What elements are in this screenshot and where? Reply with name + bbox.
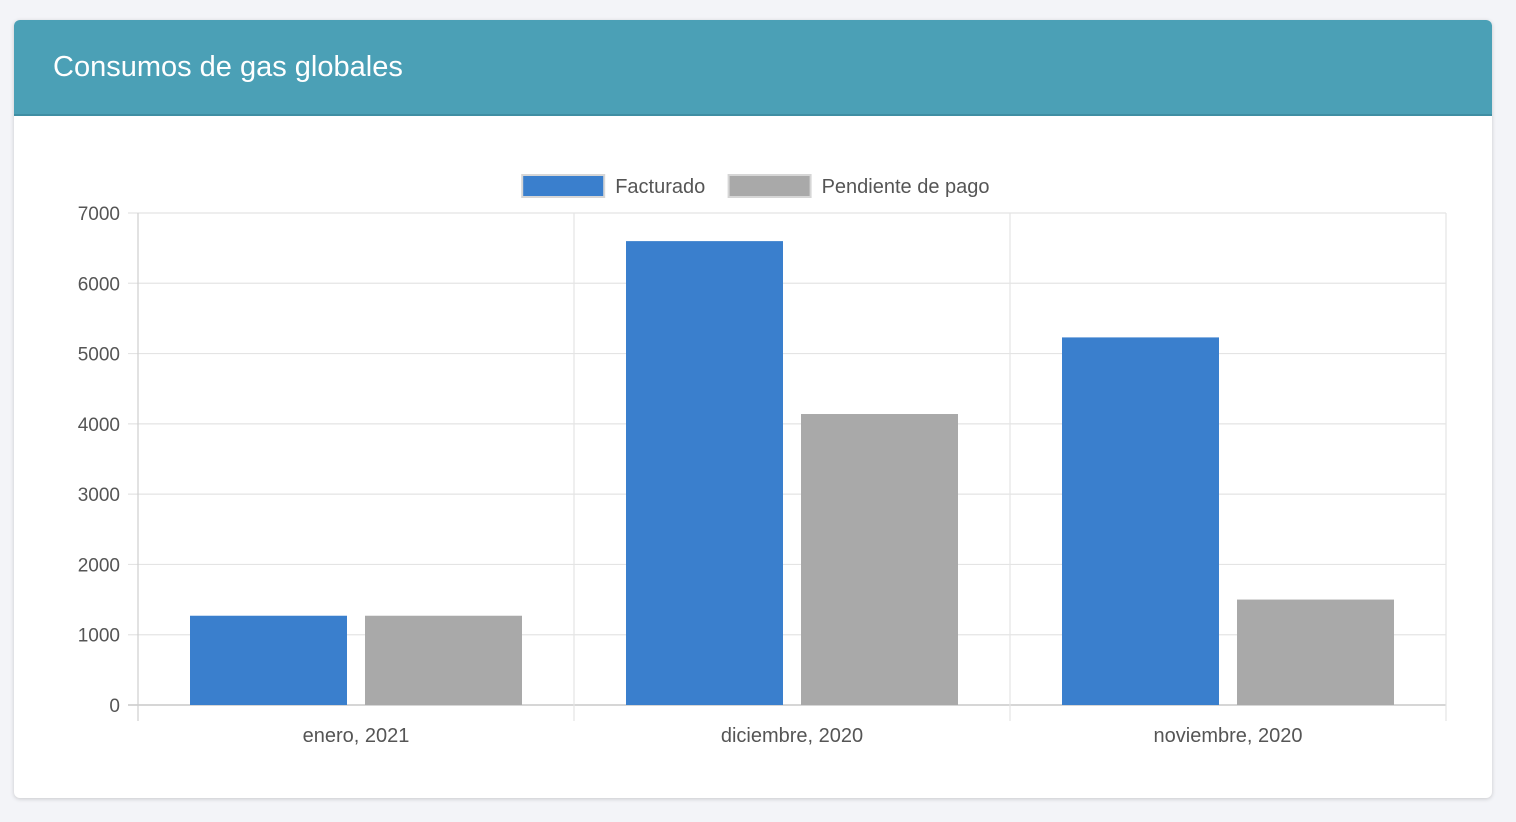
chart-legend[interactable]: Facturado Pendiente de pago (521, 174, 990, 198)
chart-grid (128, 212, 1447, 721)
bar-pendiente-de-pago[interactable] (801, 414, 958, 705)
x-axis: enero, 2021 diciembre, 2020 noviembre, 202… (303, 725, 1303, 747)
bar-facturado[interactable] (190, 615, 347, 705)
bar-facturado[interactable] (626, 241, 783, 705)
x-tick-label: enero, 2021 (303, 725, 410, 747)
legend-item-facturado[interactable]: Facturado (521, 174, 705, 198)
bars (190, 241, 1394, 705)
bar-facturado[interactable] (1062, 337, 1219, 705)
x-tick-label: noviembre, 2020 (1154, 725, 1303, 747)
legend-label: Facturado (615, 176, 705, 198)
y-tick-label: 6000 (78, 274, 120, 295)
legend-swatch (521, 174, 606, 198)
legend-label: Pendiente de pago (822, 176, 990, 198)
legend-item-pendiente-de-pago[interactable]: Pendiente de pago (727, 174, 990, 198)
y-tick-label: 5000 (78, 345, 120, 366)
bar-chart: Facturado Pendiente de pago 0 1000 2000 3000… (78, 174, 1447, 747)
bar-pendiente-de-pago[interactable] (1237, 599, 1394, 705)
y-tick-label: 2000 (78, 555, 120, 576)
card-header: Consumos de gas globales (14, 20, 1492, 116)
bar-pendiente-de-pago[interactable] (365, 615, 522, 705)
y-tick-label: 3000 (78, 485, 120, 506)
y-axis: 0 1000 2000 3000 4000 5000 6000 7000 (78, 204, 120, 717)
y-tick-label: 4000 (78, 415, 120, 436)
y-tick-label: 0 (109, 696, 120, 717)
chart-card: Consumos de gas globales Facturado Pendie… (14, 20, 1492, 798)
card-title: Consumos de gas globales (53, 50, 403, 83)
chart-area: Facturado Pendiente de pago 0 1000 2000 3000… (14, 20, 1492, 798)
x-tick-label: diciembre, 2020 (721, 725, 863, 747)
legend-swatch (727, 174, 812, 198)
y-tick-label: 7000 (78, 204, 120, 225)
y-tick-label: 1000 (78, 626, 120, 647)
